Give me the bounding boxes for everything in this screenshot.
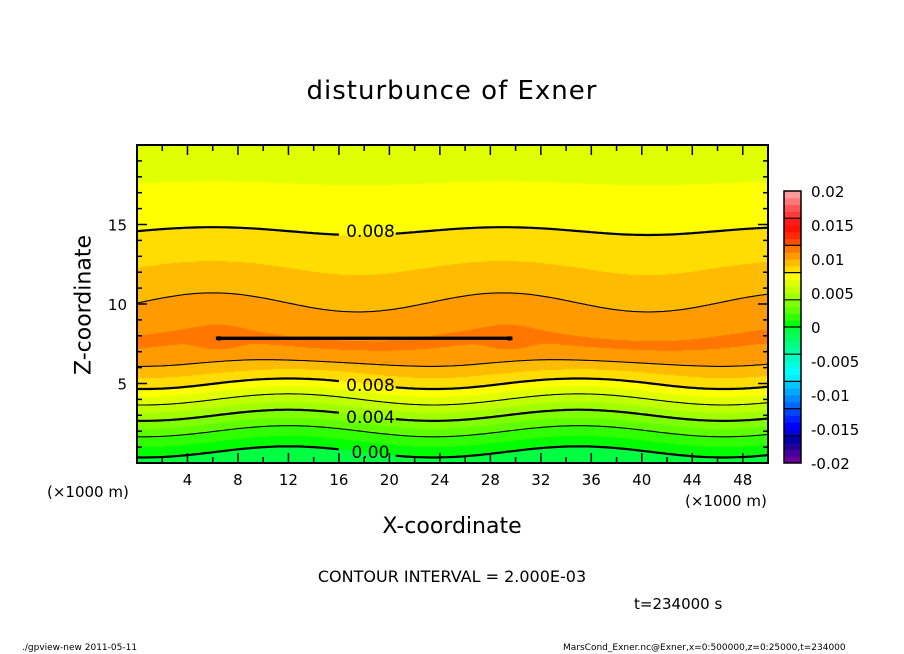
contour-line-0.002-0 (136, 425, 769, 438)
colorbar-swatch (784, 259, 801, 267)
colorbar-tick-label: 0.02 (811, 183, 844, 201)
chart-title: disturbunce of Exner (306, 76, 598, 106)
footer-program: ./gpview-new 2011-05-11 (22, 643, 138, 653)
colorbar-swatch (784, 265, 801, 274)
colorbar-swatch (784, 361, 801, 369)
colorbar-swatch (784, 401, 801, 410)
colorbar-swatch (784, 456, 801, 464)
x-tick-label: 20 (380, 471, 399, 489)
colorbar-swatch (784, 415, 801, 423)
contour-line-0-0 (136, 445, 769, 459)
x-tick-label: 32 (531, 471, 550, 489)
colorbar-swatch (784, 442, 801, 450)
colorbar-swatch (784, 279, 801, 287)
colorbar-tick-label: -0.005 (811, 353, 859, 371)
colorbar-swatch (784, 286, 801, 294)
footer-file: MarsCond_Exner.nc@Exner,x=0:500000,z=0:2… (563, 643, 846, 653)
colorbar-swatch (784, 449, 801, 457)
x-axis-label: X-coordinate (382, 514, 522, 539)
colorbar-tick-label: 0.01 (811, 251, 844, 269)
colorbar-swatch (784, 340, 801, 348)
colorbar-swatch (784, 293, 801, 301)
colorbar-swatch (784, 211, 801, 219)
colorbar-swatch (784, 374, 801, 382)
colorbar-tick-label: 0.015 (811, 217, 854, 235)
x-tick-label: 12 (279, 471, 298, 489)
contour-line-0.008-0 (137, 377, 769, 391)
colorbar-swatch (784, 197, 801, 206)
colorbar-swatch (784, 272, 801, 280)
colorbar-swatch (784, 238, 801, 246)
time-text: t=234000 s (634, 595, 723, 613)
contour-line-0.004-0 (136, 408, 769, 422)
colorbar-swatch (784, 191, 801, 199)
colorbar-swatch (784, 408, 801, 416)
colorbar-swatch (784, 320, 801, 328)
contour-label: 0.00 (352, 443, 390, 463)
x-tick-label: 36 (582, 471, 601, 489)
colorbar-swatch (784, 231, 801, 240)
colorbar-tick-label: -0.015 (811, 421, 859, 439)
x-tick-label: 48 (733, 471, 752, 489)
colorbar-swatch (784, 354, 801, 362)
colorbar-swatch (784, 347, 801, 355)
contour-line-0.01-0 (137, 359, 769, 367)
x-tick-label: 24 (430, 471, 449, 489)
colorbar-swatch (784, 327, 801, 335)
contour-label: 0.004 (346, 408, 395, 428)
colorbar-tick-label: -0.02 (811, 455, 850, 473)
colorbar-swatch (784, 429, 801, 437)
x-tick-label: 16 (329, 471, 348, 489)
colorbar-swatch (784, 225, 801, 233)
contour-line-0.012-0 (215, 337, 513, 341)
colorbar-swatch (784, 252, 801, 260)
colorbar-tick-label: -0.01 (811, 387, 850, 405)
colorbar-tick-label: 0 (811, 319, 821, 337)
x-unit-right: (×1000 m) (685, 492, 767, 510)
contour-label: 0.008 (346, 222, 395, 242)
colorbar-tick-label: 0.005 (811, 285, 854, 303)
colorbar-swatch (784, 422, 801, 430)
contour-line-0.008-1 (136, 226, 769, 237)
contour-interval-text: CONTOUR INTERVAL = 2.000E-03 (317, 567, 587, 586)
y-tick-label: 5 (117, 376, 127, 394)
colorbar-swatch (784, 388, 801, 396)
colorbar-frame (783, 190, 802, 464)
contour-line-0.006-0 (136, 393, 769, 406)
y-tick-label: 15 (108, 217, 127, 235)
colorbar-swatch (784, 367, 801, 376)
x-tick-label: 8 (233, 471, 243, 489)
colorbar-swatch (784, 306, 801, 314)
y-axis-label: Z-coordinate (71, 235, 97, 375)
colorbar-swatch (784, 395, 801, 403)
colorbar-swatch (784, 313, 801, 321)
contour-line-0.01-1 (136, 292, 769, 313)
x-tick-label: 44 (683, 471, 702, 489)
colorbar-swatch (784, 333, 801, 342)
plot-frame (136, 144, 769, 464)
contour-label: 0.008 (346, 376, 395, 396)
colorbar-swatch (784, 245, 801, 253)
colorbar-swatch (784, 218, 801, 226)
colorbar-swatch (784, 435, 801, 444)
x-tick-label: 40 (632, 471, 651, 489)
colorbar-swatch (784, 299, 801, 308)
y-tick-label: 10 (108, 296, 127, 314)
x-tick-label: 4 (183, 471, 193, 489)
colorbar-swatch (784, 381, 801, 389)
colorbar-swatch (784, 204, 801, 212)
contour-field (137, 145, 768, 463)
x-unit-left: (×1000 m) (47, 483, 129, 501)
x-tick-label: 28 (481, 471, 500, 489)
